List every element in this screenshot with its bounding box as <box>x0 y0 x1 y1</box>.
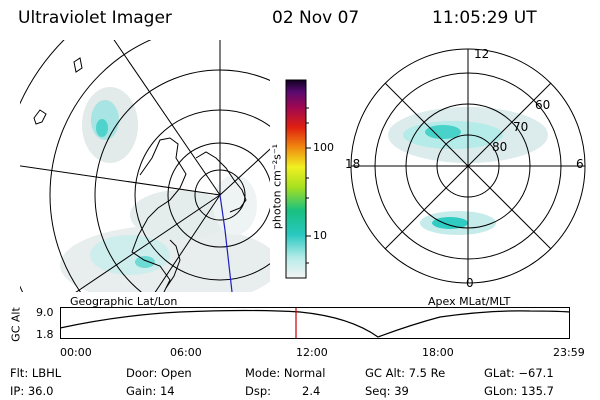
satellite-track <box>219 194 233 292</box>
orbit-ytick-min: 1.8 <box>36 328 54 341</box>
orbit-xtick-0000: 00:00 <box>60 346 92 359</box>
orbit-xtick-1200: 12:00 <box>296 346 328 359</box>
coastline <box>73 57 83 73</box>
mlt-label-18: 18 <box>345 157 361 171</box>
mlt-label-0: 0 <box>466 276 474 290</box>
mode-info: Mode: Normal <box>245 366 326 380</box>
ip-info: IP: 36.0 <box>10 384 54 398</box>
intensity-colorbar <box>285 79 311 279</box>
mlat-label-60: 60 <box>535 98 551 112</box>
geographic-map-caption: Geographic Lat/Lon <box>70 295 178 308</box>
orbit-xtick-0600: 06:00 <box>170 346 202 359</box>
dsp-info-label: Dsp: <box>245 384 272 398</box>
colorbar-unit-label: photon cm⁻²s⁻¹ <box>270 143 284 230</box>
mlat-label-80: 80 <box>492 140 508 154</box>
orbit-xtick-1800: 18:00 <box>422 346 454 359</box>
glon-info: GLon: 135.7 <box>484 384 554 398</box>
orbit-axis-label: GC Alt <box>9 307 23 342</box>
instrument-title: Ultraviolet Imager <box>18 8 172 28</box>
door-info: Door: Open <box>126 366 192 380</box>
glat-info: GLat: −67.1 <box>484 366 554 380</box>
date-label: 02 Nov 07 <box>272 8 360 28</box>
coastline <box>195 151 247 213</box>
orbit-altitude-curve <box>60 309 571 338</box>
mlt-label-12: 12 <box>474 47 490 61</box>
magnetic-map-caption: Apex MLat/MLT <box>428 295 511 308</box>
magnetic-polar-map <box>350 48 586 284</box>
dsp-info-value: 2.4 <box>302 384 321 398</box>
mlt-label-6: 6 <box>576 157 584 171</box>
coastline <box>165 239 181 289</box>
gc-alt-info: GC Alt: 7.5 Re <box>365 366 446 380</box>
filter-info: Flt: LBHL <box>10 366 62 380</box>
coastline <box>33 109 47 125</box>
orbit-ytick-max: 9.0 <box>36 306 54 319</box>
colorbar-tick-100: 100 <box>313 141 334 154</box>
orbit-xtick-2359: 23:59 <box>553 346 585 359</box>
mlat-label-70: 70 <box>513 120 529 134</box>
aurora-emission-left <box>60 87 270 292</box>
gain-info: Gain: 14 <box>126 384 175 398</box>
seq-info: Seq: 39 <box>365 384 409 398</box>
geographic-map <box>20 40 270 292</box>
orbit-altitude-plot <box>60 307 571 339</box>
time-label: 11:05:29 UT <box>432 8 537 28</box>
colorbar-tick-10: 10 <box>313 229 327 242</box>
coastline <box>131 137 187 292</box>
